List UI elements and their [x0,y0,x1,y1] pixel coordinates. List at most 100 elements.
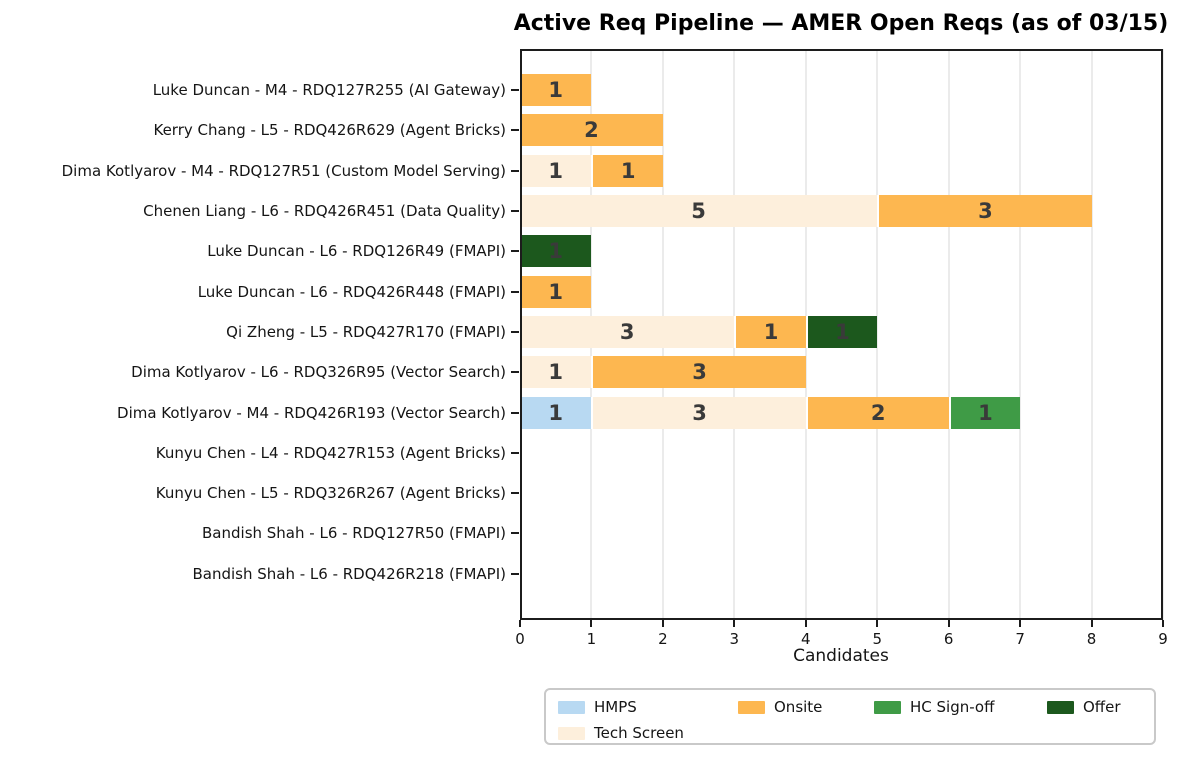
y-tick-mark [511,129,519,132]
bar-value-label: 1 [548,360,564,385]
legend-swatch-onsite [738,700,765,714]
y-tick-mark [511,169,519,172]
y-tick-label: Qi Zheng - L5 - RDQ427R170 (FMAPI) [226,322,506,341]
bar-value-label: 1 [548,400,564,425]
y-tick-label: Kerry Chang - L5 - RDQ426R629 (Agent Bri… [153,121,506,140]
x-tick-label: 3 [729,630,740,648]
bar-value-label: 5 [691,199,706,224]
y-tick-mark [511,451,519,454]
x-tick-mark [876,620,879,627]
bar-value-label: 1 [620,158,636,183]
x-tick-label: 5 [872,630,882,648]
y-tick-mark [511,330,519,333]
bar-segment-onsite: 3 [877,195,1092,228]
bar-value-label: 2 [870,400,886,425]
x-tick-label: 7 [1015,630,1025,648]
y-tick-mark [511,532,519,535]
bar-segment-onsite: 1 [520,74,592,107]
bar-segment-tech-screen: 1 [520,154,592,187]
bar-segment-tech-screen: 3 [520,315,735,348]
bar-value-label: 2 [584,118,599,143]
y-tick-label: Luke Duncan - L6 - RDQ126R49 (FMAPI) [207,242,506,261]
legend-item-onsite: Onsite [738,697,822,717]
y-tick-label: Chenen Liang - L6 - RDQ426R451 (Data Qua… [143,202,506,221]
legend-label-onsite: Onsite [774,698,823,716]
y-tick-label: Dima Kotlyarov - L6 - RDQ326R95 (Vector … [131,363,506,382]
chart-title: Active Req Pipeline — AMER Open Reqs (as… [513,11,1169,36]
bar-segment-onsite: 2 [520,114,663,147]
y-tick-mark [511,290,519,293]
y-tick-mark [511,411,519,414]
bar-segment-offer: 1 [805,315,878,348]
bar-value-label: 1 [548,279,564,304]
bar-segment-offer: 1 [520,235,592,268]
y-tick-label: Dima Kotlyarov - M4 - RDQ426R193 (Vector… [117,403,506,422]
bar-segment-onsite: 1 [520,275,592,308]
x-tick-label: 2 [658,630,668,648]
bar-segment-hc-sign-off: 1 [948,396,1021,429]
x-tick-label: 1 [586,630,597,648]
bar-segment-hmps: 1 [520,396,592,429]
bar-value-label: 1 [835,319,850,344]
bar-value-label: 3 [978,199,993,224]
bar-segment-onsite: 1 [591,154,663,187]
x-tick-label: 4 [800,630,811,648]
y-tick-mark [511,371,519,374]
x-tick-label: 0 [515,630,525,648]
gridline-x8 [1090,49,1093,620]
x-tick-label: 6 [943,630,954,648]
y-tick-mark [511,492,519,495]
gridline-x7 [1019,49,1022,620]
gridline-x9 [1162,49,1164,620]
legend-swatch-hmps [558,700,585,714]
legend-swatch-tech-screen [558,726,585,740]
x-tick-mark [947,620,950,627]
x-tick-mark [590,620,593,627]
y-tick-label: Kunyu Chen - L5 - RDQ326R267 (Agent Bric… [155,484,506,503]
x-tick-mark [519,620,521,627]
bar-value-label: 1 [548,78,564,103]
x-tick-label: 9 [1158,630,1168,648]
legend: HMPS Tech Screen Onsite HC Sign-off Offer [544,688,1156,745]
bar-value-label: 1 [548,239,564,264]
x-tick-mark [661,620,664,627]
bar-value-label: 3 [692,400,707,425]
y-tick-label: Kunyu Chen - L4 - RDQ427R153 (Agent Bric… [155,443,506,462]
legend-label-tech-screen: Tech Screen [594,724,684,742]
y-tick-label: Luke Duncan - M4 - RDQ127R255 (AI Gatewa… [152,81,506,100]
x-tick-label: 8 [1086,630,1097,648]
x-tick-mark [1162,620,1164,627]
y-tick-label: Dima Kotlyarov - M4 - RDQ127R51 (Custom … [61,161,506,180]
legend-item-offer: Offer [1047,697,1121,717]
bar-segment-onsite: 1 [734,315,806,348]
x-tick-mark [733,620,736,627]
bar-value-label: 1 [978,400,993,425]
y-tick-label: Bandish Shah - L6 - RDQ127R50 (FMAPI) [202,524,506,543]
bar-value-label: 1 [548,158,564,183]
gridline-x6 [947,49,950,620]
x-tick-mark [804,620,807,627]
bar-value-label: 1 [763,319,779,344]
y-tick-mark [511,89,519,92]
y-tick-label: Luke Duncan - L6 - RDQ426R448 (FMAPI) [197,282,506,301]
gridline-x5 [876,49,879,620]
bar-segment-tech-screen: 3 [591,396,806,429]
legend-item-hmps: HMPS [558,697,637,717]
bar-value-label: 3 [619,319,635,344]
y-tick-mark [511,572,519,575]
y-tick-label: Bandish Shah - L6 - RDQ426R218 (FMAPI) [192,564,506,583]
bar-segment-onsite: 2 [805,396,949,429]
bar-value-label: 3 [692,360,707,385]
y-tick-mark [511,210,519,213]
legend-label-hc-sign-off: HC Sign-off [910,698,995,716]
x-axis-title: Candidates [793,646,889,666]
y-tick-mark [511,250,519,253]
legend-label-offer: Offer [1083,698,1121,716]
legend-swatch-offer [1047,700,1074,714]
x-tick-mark [1090,620,1093,627]
bar-segment-onsite: 3 [591,356,806,389]
legend-item-hc-sign-off: HC Sign-off [874,697,994,717]
y-axis-labels: Luke Duncan - M4 - RDQ127R255 (AI Gatewa… [0,49,506,620]
